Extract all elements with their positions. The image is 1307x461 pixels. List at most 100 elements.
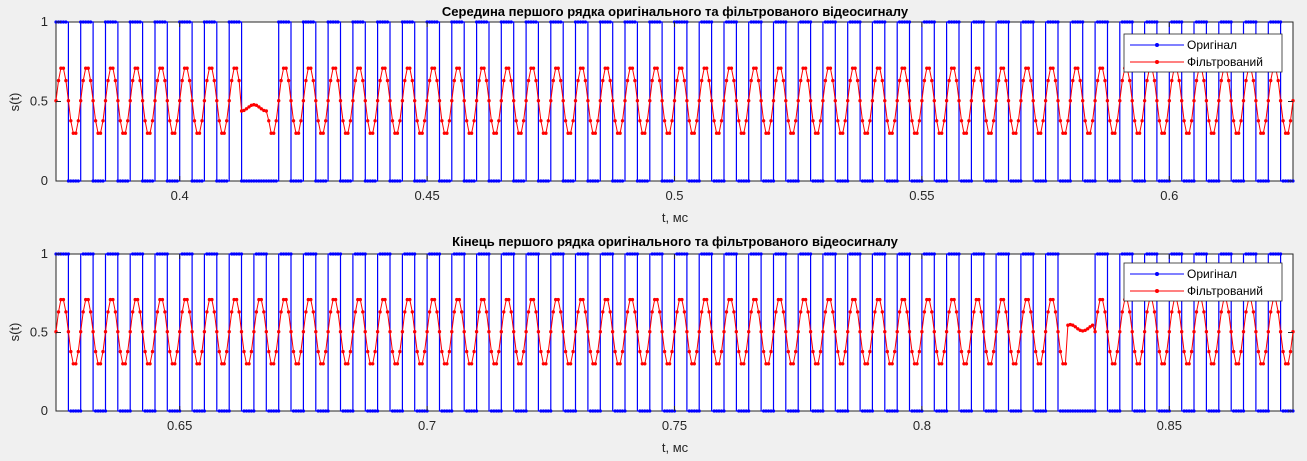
original-signal-marker <box>710 20 714 24</box>
filtered-signal-marker <box>917 349 922 354</box>
original-signal-marker <box>1192 409 1196 413</box>
original-signal-marker <box>643 179 647 183</box>
filtered-signal-marker <box>113 78 118 83</box>
filtered-signal-marker <box>435 310 439 314</box>
filtered-signal-marker <box>695 349 699 354</box>
original-signal-marker <box>415 409 419 413</box>
filtered-signal-marker <box>442 362 447 366</box>
original-signal-marker <box>103 20 108 24</box>
original-signal-markers <box>54 252 1295 413</box>
original-signal-marker <box>536 179 541 183</box>
filtered-signal-marker <box>145 131 150 135</box>
original-signal-marker <box>764 409 768 413</box>
filtered-signal-marker <box>628 297 632 302</box>
original-signal-marker <box>784 20 788 24</box>
filtered-signal-marker <box>1140 119 1144 123</box>
original-signal-marker <box>856 252 860 256</box>
filtered-signal-marker <box>195 131 199 135</box>
filtered-signal-marker <box>823 310 828 314</box>
original-signal-marker <box>517 409 521 413</box>
filtered-signal-marker <box>304 310 308 314</box>
filtered-signal-marker <box>658 310 662 314</box>
original-signal-marker <box>138 252 142 256</box>
original-signal-marker <box>534 252 538 256</box>
filtered-signal-marker <box>289 99 293 103</box>
top-legend: Оригінал Фільтрований <box>1123 33 1283 73</box>
x-tick-label: 0.7 <box>418 418 436 433</box>
filtered-signal-marker <box>613 119 617 123</box>
filtered-signal-marker <box>1009 349 1013 354</box>
filtered-signal-marker <box>749 78 753 83</box>
filtered-signal-marker <box>526 78 531 83</box>
original-signal-marker <box>274 179 278 183</box>
original-signal-marker <box>220 179 224 183</box>
filtered-signal-marker <box>487 330 491 334</box>
original-signal-marker <box>687 179 691 183</box>
filtered-signal-marker <box>497 119 501 123</box>
filtered-signal-marker <box>111 297 115 302</box>
original-signal-marker <box>875 252 880 256</box>
original-signal-marker <box>1133 179 1137 183</box>
filtered-signal-marker <box>880 78 884 83</box>
filtered-signal-marker <box>1026 297 1031 302</box>
filtered-signal-marker <box>1103 310 1107 314</box>
filtered-signal-marker <box>277 99 281 103</box>
filtered-signal-marker <box>1108 349 1112 354</box>
filtered-signal-marker <box>930 310 934 314</box>
original-signal-marker <box>207 252 211 256</box>
filtered-signal-marker <box>128 330 132 334</box>
original-signal-marker <box>188 252 192 256</box>
filtered-signal-marker <box>568 131 573 135</box>
original-signal-marker <box>356 252 360 256</box>
original-signal-marker <box>616 409 620 413</box>
filtered-signal-marker <box>264 330 268 334</box>
filtered-signal-marker <box>925 297 929 302</box>
original-signal-marker <box>811 179 815 183</box>
original-signal-marker <box>620 179 625 183</box>
original-signal-marker <box>304 252 308 256</box>
filtered-signal-marker <box>383 66 387 70</box>
filtered-signal-marker <box>106 310 110 314</box>
filtered-signal-marker <box>296 131 301 135</box>
original-signal-marker <box>954 20 959 24</box>
original-signal-marker <box>853 252 857 256</box>
original-signal-marker <box>950 252 954 256</box>
original-signal-marker <box>880 20 884 24</box>
filtered-signal-marker <box>1100 297 1105 302</box>
filtered-signal-marker <box>846 99 850 103</box>
original-signal-marker <box>522 179 526 183</box>
filtered-signal-marker <box>71 362 76 366</box>
original-signal-marker <box>254 252 258 256</box>
original-signal-marker <box>247 409 251 413</box>
filtered-signal-marker <box>786 119 790 123</box>
filtered-signal-marker <box>432 297 437 302</box>
filtered-signal-marker <box>450 99 454 103</box>
original-signal-marker <box>593 409 597 413</box>
filtered-signal-marker <box>326 330 330 334</box>
original-signal-marker <box>556 252 560 256</box>
original-signal-marker <box>79 409 83 413</box>
filtered-signal-marker <box>1187 131 1191 135</box>
original-signal-marker <box>217 179 221 183</box>
original-signal-marker <box>737 179 741 183</box>
original-signal-marker <box>1234 409 1238 413</box>
filtered-signal-marker <box>316 349 320 354</box>
original-signal-marker <box>539 409 543 413</box>
filtered-signal-marker <box>101 119 105 123</box>
original-signal-marker <box>957 252 961 256</box>
filtered-signal-marker <box>126 349 130 354</box>
filtered-signal-marker <box>648 99 652 103</box>
original-signal-marker <box>870 179 875 183</box>
filtered-signal-marker <box>615 362 620 366</box>
original-signal-marker <box>1217 179 1221 183</box>
original-signal-marker <box>477 252 481 256</box>
original-signal-marker <box>148 179 152 183</box>
original-signal-marker <box>257 179 261 183</box>
original-signal-marker <box>1016 409 1021 413</box>
filtered-signal-marker <box>1207 119 1211 123</box>
original-signal-marker <box>598 409 602 413</box>
filtered-signal-marker <box>606 297 610 302</box>
filtered-signal-marker <box>687 119 691 123</box>
original-signal-marker <box>309 252 313 256</box>
original-signal-marker <box>160 252 164 256</box>
